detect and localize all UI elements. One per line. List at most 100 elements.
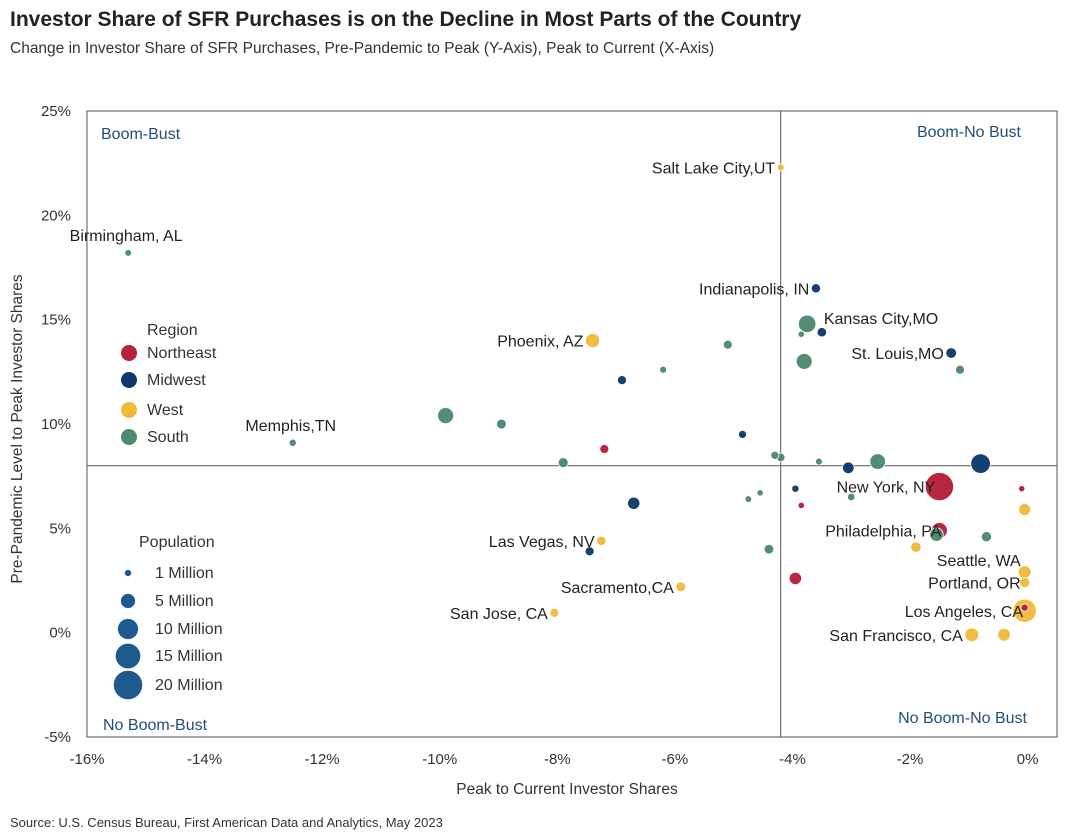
data-point: [288, 438, 297, 447]
legend-region-marker: [121, 429, 137, 445]
data-point: [770, 450, 780, 460]
plot-frame: [86, 110, 1058, 738]
source-note: Source: U.S. Census Bureau, First Americ…: [10, 815, 443, 830]
data-point: [744, 495, 753, 503]
point-label: Philadelphia, PA: [825, 523, 942, 540]
y-tick-label: 5%: [49, 520, 71, 537]
y-tick-label: 25%: [41, 103, 71, 120]
point-label: St. Louis,MO: [851, 346, 943, 363]
data-point: [124, 249, 132, 257]
x-tick-label: 0%: [1017, 751, 1039, 768]
legend-size-label: 10 Million: [155, 621, 223, 638]
data-point: [756, 489, 764, 497]
data-point: [795, 353, 813, 370]
y-tick-label: 10%: [41, 416, 71, 433]
x-axis-label: Peak to Current Investor Shares: [456, 781, 678, 798]
data-point: [617, 375, 627, 386]
point-label: Las Vegas, NV: [489, 534, 595, 551]
data-point: [549, 607, 560, 618]
legend-size-label: 15 Million: [155, 648, 223, 665]
data-point: [924, 472, 954, 502]
data-point: [980, 531, 993, 543]
chart-title: Investor Share of SFR Purchases is on th…: [10, 8, 802, 31]
legend-size-label: 20 Million: [155, 677, 223, 694]
data-point: [788, 571, 803, 586]
data-point: [738, 429, 747, 439]
x-tick-label: -6%: [662, 751, 689, 768]
legend-region-marker: [121, 402, 137, 418]
y-tick-label: 0%: [49, 625, 71, 642]
point-label: Portland, OR: [928, 576, 1020, 593]
data-point: [763, 543, 775, 555]
legend-size-label: 1 Million: [155, 565, 214, 582]
data-point: [791, 484, 800, 493]
point-label: Kansas City,MO: [824, 311, 938, 328]
point-label: Los Angeles, CA: [905, 604, 1024, 621]
data-point: [659, 365, 668, 374]
x-tick-label: -14%: [187, 751, 222, 768]
data-point: [929, 527, 944, 542]
legend-region-label: Northeast: [147, 345, 217, 362]
data-point: [584, 546, 595, 557]
y-tick-label: 20%: [41, 207, 71, 224]
y-axis-label: Pre-Pandemic Level to Peak Investor Shar…: [9, 274, 26, 584]
data-point: [675, 581, 687, 593]
chart-subtitle: Change in Investor Share of SFR Purchase…: [10, 40, 715, 57]
quadrant-label-no-boom-no-bust: No Boom-No Bust: [898, 710, 1027, 727]
data-point: [596, 535, 607, 546]
data-point: [627, 496, 641, 510]
legend-region-label: South: [147, 429, 189, 446]
point-label: Sacramento,CA: [561, 580, 674, 597]
data-point: [776, 163, 785, 172]
data-point: [797, 501, 805, 509]
legend-size-title: Population: [139, 534, 215, 551]
data-point: [437, 407, 455, 425]
legend-region-marker: [121, 345, 137, 361]
point-label: Salt Lake City,UT: [652, 160, 776, 177]
quadrant-label-boom-no-bust: Boom-No Bust: [917, 124, 1022, 141]
data-point: [945, 347, 957, 359]
data-point: [910, 541, 922, 553]
data-point: [722, 339, 733, 350]
point-label: Memphis,TN: [245, 418, 336, 435]
data-point: [847, 492, 856, 502]
point-label: Phoenix, AZ: [497, 334, 584, 351]
legend-size-label: 5 Million: [155, 593, 214, 610]
legend-region-label: West: [147, 402, 184, 419]
data-point: [869, 453, 886, 470]
y-tick-label: 15%: [41, 312, 71, 329]
point-label: Seattle, WA: [937, 553, 1021, 570]
point-label: San Jose, CA: [450, 606, 548, 623]
x-tick-label: -8%: [544, 751, 571, 768]
data-point: [1020, 603, 1029, 612]
data-point: [1019, 577, 1031, 589]
legend-region-title: Region: [147, 322, 198, 339]
x-tick-label: -2%: [897, 751, 924, 768]
legend-size-marker: [124, 569, 132, 577]
x-tick-label: -10%: [422, 751, 457, 768]
legend-region-label: Midwest: [147, 372, 206, 389]
legend-size-marker: [113, 670, 143, 700]
legend-region-marker: [121, 372, 137, 388]
data-point: [964, 627, 980, 643]
legend-size-marker: [120, 593, 136, 609]
legend-size-marker: [117, 618, 139, 640]
y-tick-label: -5%: [44, 729, 71, 746]
data-point: [955, 364, 965, 375]
data-point: [810, 283, 822, 294]
x-tick-label: -4%: [779, 751, 806, 768]
quadrant-label-no-boom-bust: No Boom-Bust: [103, 717, 208, 734]
data-point: [815, 457, 823, 466]
data-point: [599, 444, 610, 454]
legend-size-marker: [115, 643, 141, 669]
data-point: [797, 314, 817, 334]
point-label: Birmingham, AL: [70, 228, 183, 245]
data-point: [842, 461, 855, 475]
point-label: Indianapolis, IN: [699, 281, 809, 298]
data-point: [1018, 503, 1032, 516]
data-point: [496, 418, 507, 430]
data-point: [797, 330, 805, 338]
data-point: [970, 453, 991, 474]
data-point: [1018, 485, 1026, 493]
